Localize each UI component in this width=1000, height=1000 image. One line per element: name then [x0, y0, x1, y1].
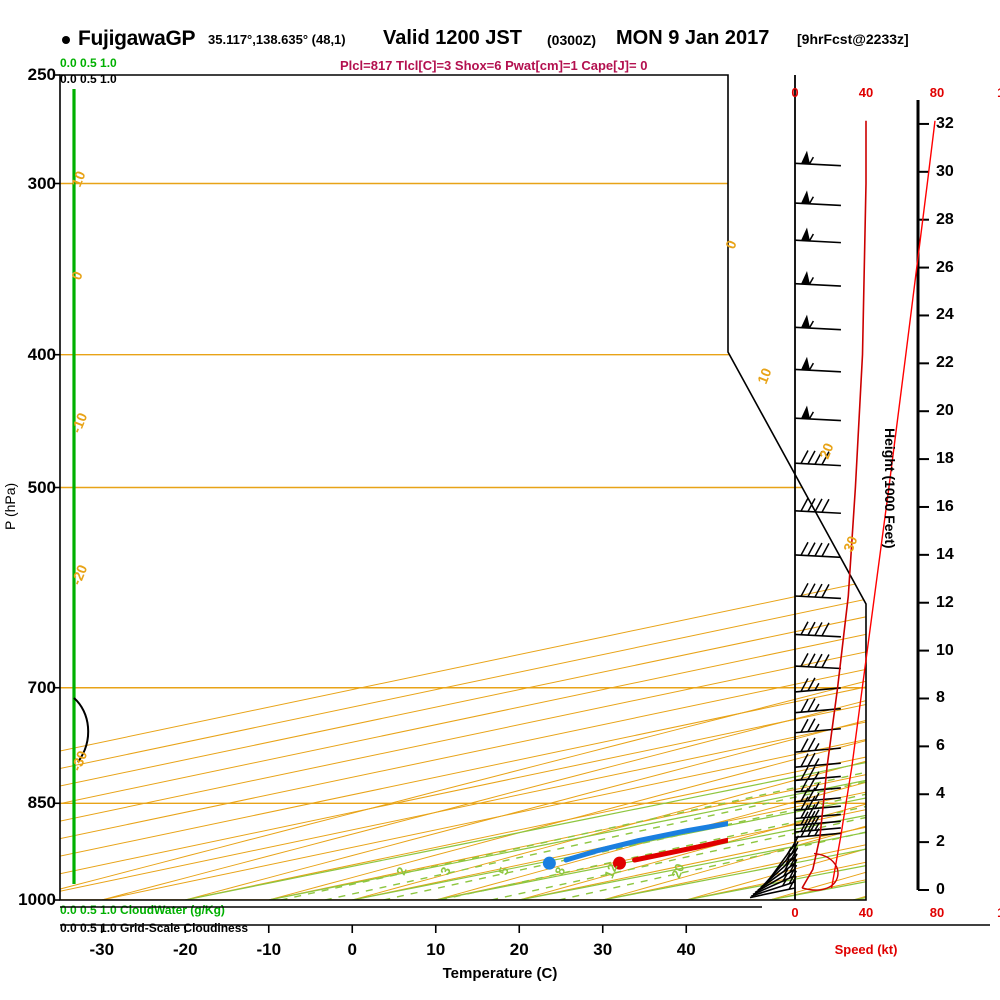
svg-text:-30: -30 [68, 748, 90, 773]
plot-frame [54, 75, 990, 933]
temperature-tick-label: -30 [89, 940, 114, 960]
height-tick-label: 24 [936, 306, 954, 324]
height-tick-label: 32 [936, 115, 954, 133]
temperature-tick-label: -10 [256, 940, 281, 960]
sounding-curves [543, 121, 1000, 870]
svg-text:10: 10 [68, 168, 89, 189]
height-tick-label: 22 [936, 354, 954, 372]
pressure-axis-title: P (hPa) [2, 483, 18, 530]
speed-tick-label: 80 [930, 905, 944, 920]
pressure-tick-label: 250 [0, 65, 56, 85]
height-axis-title: Height (1000 Feet) [882, 428, 898, 549]
temperature-tick-label: 40 [677, 940, 696, 960]
speed-tick-label: 0 [791, 85, 798, 100]
cloudwater-profile [60, 89, 88, 900]
height-tick-label: 0 [936, 881, 945, 899]
svg-text:-10: -10 [68, 410, 90, 435]
height-tick-label: 2 [936, 833, 945, 851]
speed-axis-title: Speed (kt) [835, 942, 898, 957]
svg-text:-20: -20 [68, 562, 90, 587]
height-tick-label: 28 [936, 211, 954, 229]
pressure-tick-label: 1000 [0, 890, 56, 910]
temperature-tick-label: 30 [593, 940, 612, 960]
temperature-axis-title: Temperature (C) [443, 965, 558, 982]
height-tick-label: 30 [936, 163, 954, 181]
temperature-tick-label: -20 [173, 940, 198, 960]
pressure-tick-label: 700 [0, 678, 56, 698]
speed-tick-label: 80 [930, 85, 944, 100]
speed-tick-label: 40 [859, 85, 873, 100]
speed-tick-label: 0 [791, 905, 798, 920]
svg-text:0: 0 [722, 238, 740, 251]
pressure-tick-label: 300 [0, 174, 56, 194]
svg-text:0: 0 [68, 269, 86, 282]
svg-text:30: 30 [840, 533, 861, 554]
temperature-tick-label: 20 [510, 940, 529, 960]
skewt-diagram: FujigawaGP 35.117°,138.635° (48,1) Valid… [0, 0, 1000, 1000]
pressure-tick-label: 850 [0, 793, 56, 813]
height-tick-label: 10 [936, 642, 954, 660]
height-tick-label: 20 [936, 402, 954, 420]
height-tick-label: 26 [936, 259, 954, 277]
height-tick-label: 8 [936, 689, 945, 707]
height-tick-label: 4 [936, 785, 945, 803]
height-tick-label: 12 [936, 594, 954, 612]
speed-tick-label: 40 [859, 905, 873, 920]
temperature-tick-label: 0 [348, 940, 357, 960]
height-tick-label: 6 [936, 737, 945, 755]
pressure-tick-label: 400 [0, 345, 56, 365]
svg-text:20: 20 [668, 861, 687, 880]
svg-text:10: 10 [754, 365, 775, 386]
sounding-plot: 2 3 5 8 12 20100-10-20-300102030 [0, 0, 1000, 1000]
height-tick-label: 14 [936, 546, 954, 564]
height-tick-label: 16 [936, 498, 954, 516]
height-tick-label: 18 [936, 450, 954, 468]
temperature-tick-label: 10 [426, 940, 445, 960]
